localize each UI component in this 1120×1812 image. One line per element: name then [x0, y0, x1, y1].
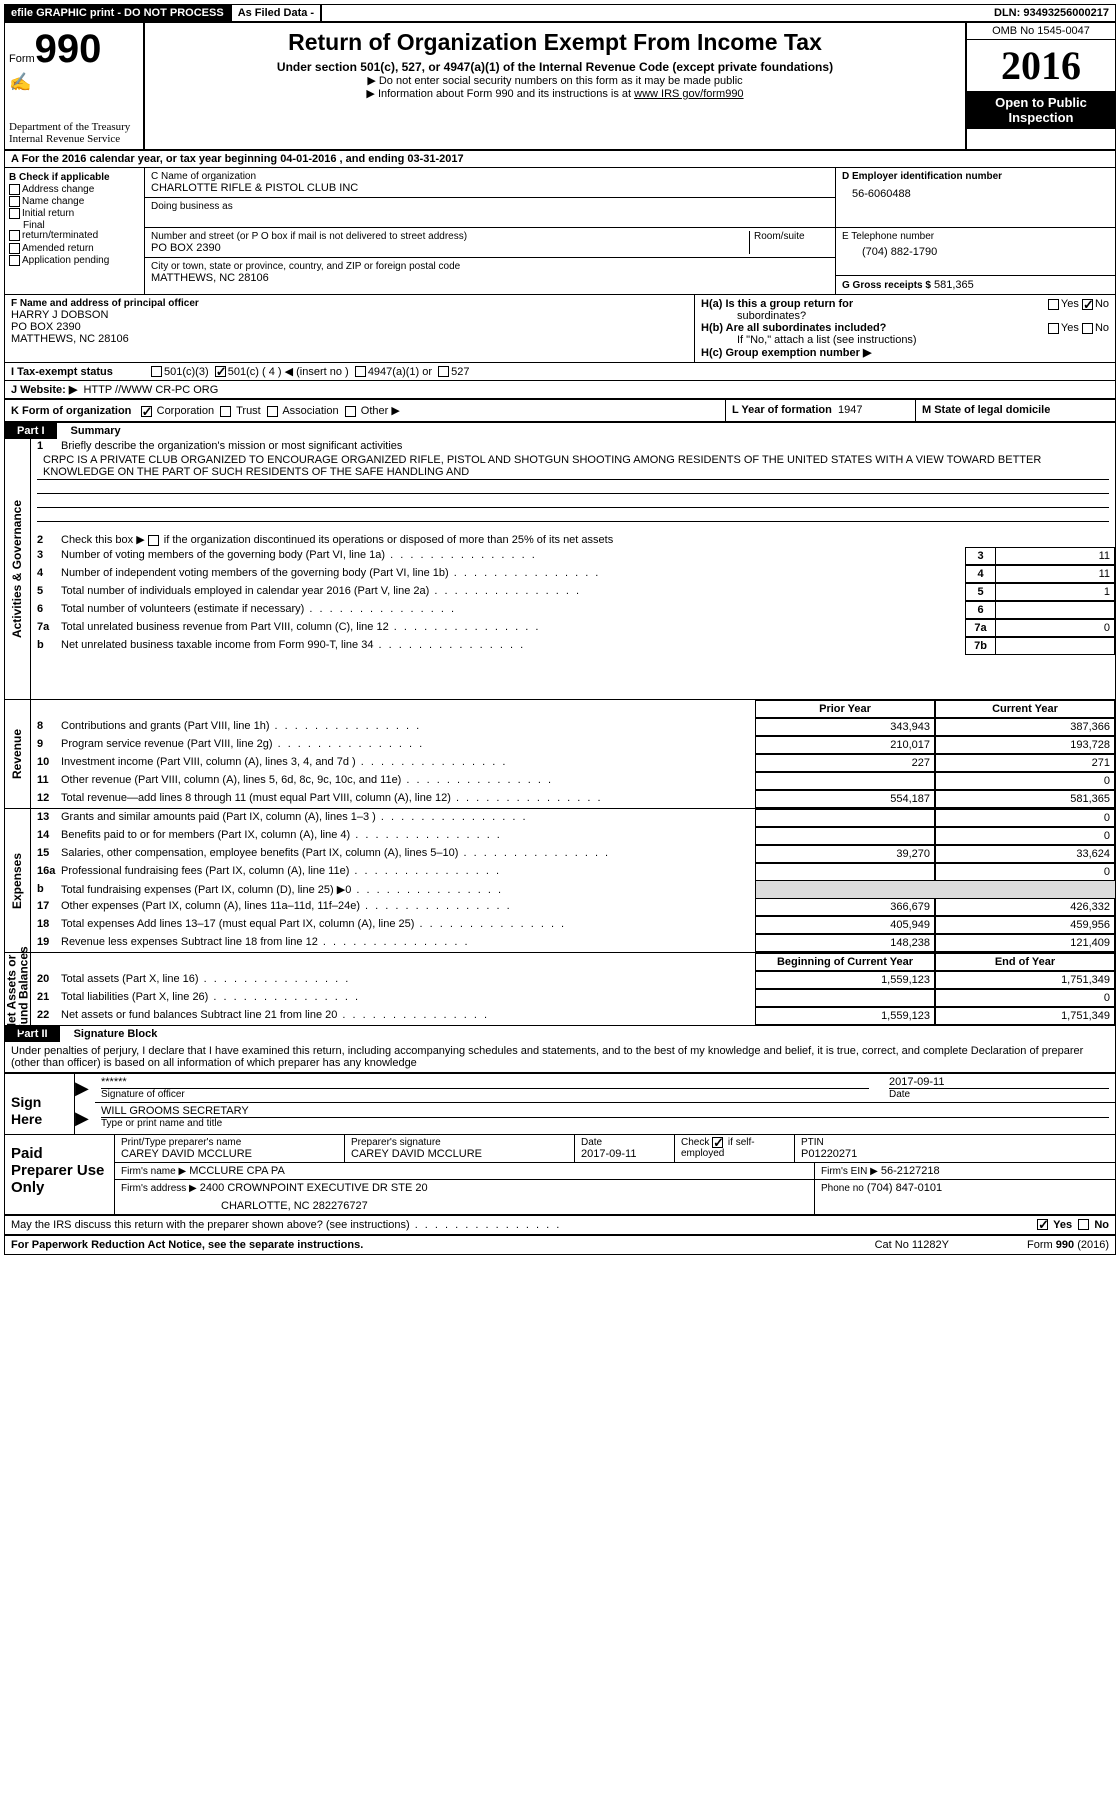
527-checkbox[interactable]: [438, 366, 449, 377]
vtab-revenue: Revenue: [5, 700, 31, 808]
ha-yes-checkbox[interactable]: [1048, 299, 1059, 310]
summary-row: 6Total number of volunteers (estimate if…: [31, 601, 1115, 619]
summary-row: 9Program service revenue (Part VIII, lin…: [31, 736, 1115, 754]
discuss-no-checkbox[interactable]: [1078, 1219, 1089, 1230]
amended-return-checkbox[interactable]: [9, 243, 20, 254]
page-footer: For Paperwork Reduction Act Notice, see …: [5, 1236, 1115, 1254]
col-b-checkboxes: B Check if applicable Address change Nam…: [5, 168, 145, 294]
officer-group-section: F Name and address of principal officer …: [5, 295, 1115, 363]
col-d: D Employer identification number 56-6060…: [835, 168, 1115, 294]
initial-return-checkbox[interactable]: [9, 208, 20, 219]
summary-row: 16aProfessional fundraising fees (Part I…: [31, 863, 1115, 881]
net-assets-section: Net Assets orFund Balances Beginning of …: [5, 952, 1115, 1026]
summary-row: 4Number of independent voting members of…: [31, 565, 1115, 583]
ptin: P01220271: [801, 1148, 1109, 1160]
501c3-checkbox[interactable]: [151, 366, 162, 377]
firm-ein: 56-2127218: [881, 1165, 940, 1177]
expenses-section: Expenses 13Grants and similar amounts pa…: [5, 808, 1115, 952]
telephone: (704) 882-1790: [842, 242, 1109, 258]
form-header: Form990 ✍ Department of the Treasury Int…: [5, 23, 1115, 151]
col-c: C Name of organization CHARLOTTE RIFLE &…: [145, 168, 835, 294]
discontinued-checkbox[interactable]: [148, 535, 159, 546]
form-990-page: efile GRAPHIC print - DO NOT PROCESS As …: [4, 4, 1116, 1255]
part-2-header: Part II Signature Block: [5, 1026, 1115, 1042]
org-name: CHARLOTTE RIFLE & PISTOL CLUB INC: [151, 182, 829, 194]
summary-row: 17Other expenses (Part IX, column (A), l…: [31, 898, 1115, 916]
hb-yes-checkbox[interactable]: [1048, 323, 1059, 334]
org-city: MATTHEWS, NC 28106: [151, 272, 829, 284]
year-formation: 1947: [838, 404, 862, 416]
summary-row: 22Net assets or fund balances Subtract l…: [31, 1007, 1115, 1025]
summary-row: 12Total revenue—add lines 8 through 11 (…: [31, 790, 1115, 808]
website-url: HTTP //WWW CR-PC ORG: [83, 384, 218, 396]
discuss-yes-checkbox[interactable]: [1037, 1219, 1048, 1230]
trust-checkbox[interactable]: [220, 406, 231, 417]
ha-no-checkbox[interactable]: [1082, 299, 1093, 310]
signature-block: Sign Here ▶▶ ****** Signature of officer…: [5, 1072, 1115, 1134]
as-filed-label: As Filed Data -: [232, 5, 322, 21]
address-change-checkbox[interactable]: [9, 184, 20, 195]
summary-row: 3Number of voting members of the governi…: [31, 547, 1115, 565]
tax-exempt-status: I Tax-exempt status 501(c)(3) 501(c) ( 4…: [5, 363, 1115, 381]
group-return: H(a) Is this a group return for subordin…: [695, 295, 1115, 362]
vtab-net-assets: Net Assets orFund Balances: [5, 953, 31, 1025]
vtab-governance: Activities & Governance: [5, 439, 31, 699]
firm-phone: (704) 847-0101: [867, 1182, 942, 1194]
mission-text: CRPC IS A PRIVATE CLUB ORGANIZED TO ENCO…: [37, 453, 1109, 480]
perjury-statement: Under penalties of perjury, I declare th…: [5, 1042, 1115, 1072]
efile-notice: efile GRAPHIC print - DO NOT PROCESS: [5, 5, 232, 21]
website-line: J Website: ▶ HTTP //WWW CR-PC ORG: [5, 381, 1115, 400]
firm-name: MCCLURE CPA PA: [189, 1165, 285, 1177]
name-change-checkbox[interactable]: [9, 196, 20, 207]
header-left: Form990 ✍ Department of the Treasury Int…: [5, 23, 145, 149]
summary-row: 15Salaries, other compensation, employee…: [31, 845, 1115, 863]
summary-row: bTotal fundraising expenses (Part IX, co…: [31, 881, 1115, 898]
summary-row: 21Total liabilities (Part X, line 26)0: [31, 989, 1115, 1007]
preparer-date: 2017-09-11: [581, 1148, 668, 1160]
irs-link[interactable]: www IRS gov/form990: [634, 88, 743, 100]
dln: DLN: 93493256000217: [988, 5, 1115, 21]
part-1-summary: Activities & Governance 1 Briefly descri…: [5, 439, 1115, 699]
4947-checkbox[interactable]: [355, 366, 366, 377]
part-1-header: Part I Summary: [5, 423, 1115, 439]
preparer-name: CAREY DAVID MCCLURE: [121, 1148, 338, 1160]
other-checkbox[interactable]: [345, 406, 356, 417]
header-title: Return of Organization Exempt From Incom…: [145, 23, 965, 149]
summary-row: 5Total number of individuals employed in…: [31, 583, 1115, 601]
gross-receipts: 581,365: [934, 279, 974, 291]
summary-row: 14Benefits paid to or for members (Part …: [31, 827, 1115, 845]
summary-row: 19Revenue less expenses Subtract line 18…: [31, 934, 1115, 952]
revenue-section: Revenue Prior Year Current Year 8Contrib…: [5, 699, 1115, 808]
officer-name: WILL GROOMS SECRETARY: [101, 1105, 1109, 1118]
corporation-checkbox[interactable]: [141, 406, 152, 417]
principal-officer: F Name and address of principal officer …: [5, 295, 695, 362]
summary-row: 11Other revenue (Part VIII, column (A), …: [31, 772, 1115, 790]
org-form-line: K Form of organization Corporation Trust…: [5, 400, 1115, 423]
self-employed-checkbox[interactable]: [712, 1137, 723, 1148]
tax-year-line: A For the 2016 calendar year, or tax yea…: [5, 151, 1115, 168]
treasury-dept: Department of the Treasury Internal Reve…: [9, 121, 139, 145]
501c-checkbox[interactable]: [215, 366, 226, 377]
entity-info: B Check if applicable Address change Nam…: [5, 168, 1115, 295]
sign-date: 2017-09-11: [889, 1076, 1109, 1089]
summary-row: 20Total assets (Part X, line 16)1,559,12…: [31, 971, 1115, 989]
top-bar: efile GRAPHIC print - DO NOT PROCESS As …: [5, 5, 1115, 23]
summary-row: 7aTotal unrelated business revenue from …: [31, 619, 1115, 637]
final-return-checkbox[interactable]: [9, 230, 20, 241]
ein: 56-6060488: [842, 182, 1109, 200]
summary-row: 10Investment income (Part VIII, column (…: [31, 754, 1115, 772]
summary-row: 8Contributions and grants (Part VIII, li…: [31, 718, 1115, 736]
preparer-sig: CAREY DAVID MCCLURE: [351, 1148, 568, 1160]
summary-row: 13Grants and similar amounts paid (Part …: [31, 809, 1115, 827]
discuss-line: May the IRS discuss this return with the…: [5, 1216, 1115, 1236]
org-address: PO BOX 2390: [151, 242, 749, 254]
summary-row: 18Total expenses Add lines 13–17 (must e…: [31, 916, 1115, 934]
vtab-expenses: Expenses: [5, 809, 31, 952]
header-right: OMB No 1545-0047 2016 Open to Public Ins…: [965, 23, 1115, 149]
summary-row: bNet unrelated business taxable income f…: [31, 637, 1115, 655]
hb-no-checkbox[interactable]: [1082, 323, 1093, 334]
association-checkbox[interactable]: [267, 406, 278, 417]
application-pending-checkbox[interactable]: [9, 255, 20, 266]
paid-preparer-block: Paid Preparer Use Only Print/Type prepar…: [5, 1134, 1115, 1216]
